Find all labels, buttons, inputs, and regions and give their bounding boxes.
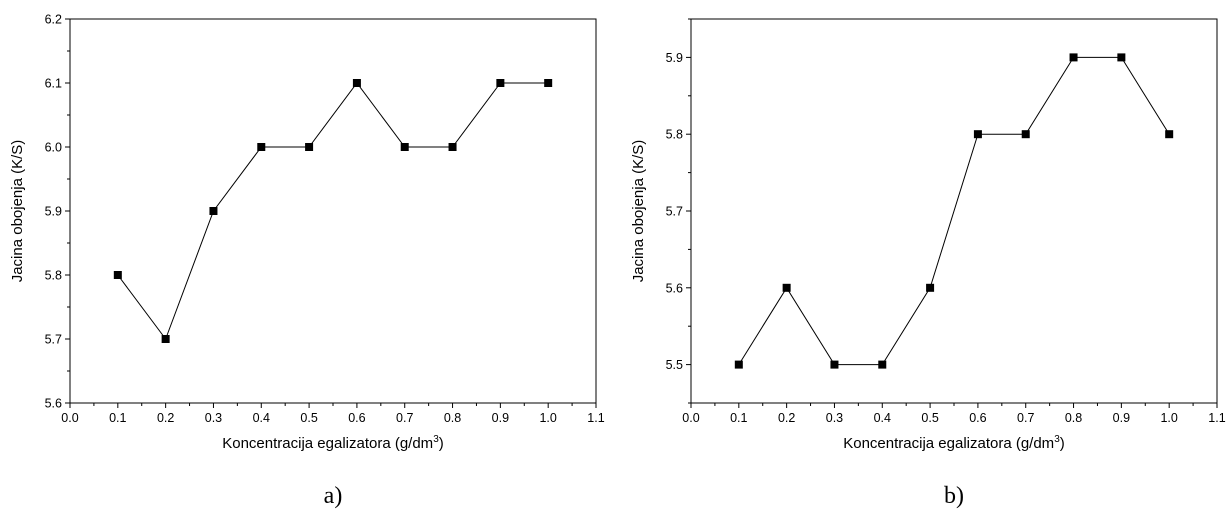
panel-caption: a) <box>324 483 343 509</box>
data-point <box>113 271 122 279</box>
data-point <box>209 207 218 215</box>
data-point <box>734 360 743 369</box>
data-point <box>544 79 553 87</box>
data-point <box>352 79 361 87</box>
data-point <box>1069 53 1078 62</box>
x-axis-label-close: ) <box>439 435 444 452</box>
x-tick-label: 0.4 <box>874 411 891 425</box>
x-tick-label: 1.0 <box>1160 411 1177 425</box>
data-point <box>926 283 935 292</box>
y-tick-label: 6.1 <box>45 77 62 91</box>
data-point <box>257 143 266 151</box>
x-tick-label: 0.8 <box>1065 411 1082 425</box>
x-tick-label: 0.6 <box>969 411 986 425</box>
x-axis-label-close: ) <box>1060 435 1065 452</box>
x-tick-label: 0.7 <box>1017 411 1034 425</box>
x-tick-label: 0.1 <box>730 411 747 425</box>
data-point <box>973 130 982 139</box>
chart-panel-b: 0.0 0.1 0.2 0.3 0.4 0.5 0.6 0.7 0.8 0.9 1.0 1.1 5.5 5… <box>630 18 1226 509</box>
y-axis-label: Jacina obojenja (K/S) <box>9 140 26 283</box>
data-point <box>305 143 314 151</box>
x-axis-label-text: Koncentracija egalizatora (g/dm <box>843 435 1054 452</box>
y-tick-label: 5.6 <box>666 281 683 295</box>
x-tick-label: 0.0 <box>682 411 699 425</box>
plot-frame <box>69 18 597 404</box>
y-tick-label: 5.9 <box>45 205 62 219</box>
series-line <box>738 56 1170 366</box>
x-tick-label: 0.9 <box>1113 411 1130 425</box>
data-point <box>496 79 505 87</box>
y-tick-label: 6.0 <box>45 141 62 155</box>
series-line <box>117 82 549 341</box>
x-tick-label: 0.7 <box>396 411 413 425</box>
x-tick-label: 1.0 <box>539 411 556 425</box>
x-tick-label: 0.9 <box>492 411 509 425</box>
x-tick-label: 0.4 <box>253 411 270 425</box>
x-axis-label-superscript: 3 <box>433 434 439 445</box>
y-tick-label: 5.5 <box>666 358 683 372</box>
data-point <box>161 335 170 343</box>
data-point <box>1117 53 1126 62</box>
y-tick-label: 6.2 <box>45 13 62 27</box>
y-axis-label: Jacina obojenja (K/S) <box>630 140 647 283</box>
data-point <box>782 283 791 292</box>
y-tick-label: 5.8 <box>45 269 62 283</box>
x-tick-label: 0.5 <box>300 411 317 425</box>
x-tick-label: 0.0 <box>61 411 78 425</box>
x-axis-label: Koncentracija egalizatora (g/dm3) <box>843 434 1065 452</box>
y-tick-label: 5.7 <box>45 333 62 347</box>
data-point <box>1165 130 1174 139</box>
x-tick-label: 0.2 <box>157 411 174 425</box>
x-tick-label: 1.1 <box>587 411 604 425</box>
data-point <box>830 360 839 369</box>
x-tick-label: 0.3 <box>826 411 843 425</box>
x-tick-label: 1.1 <box>1208 411 1225 425</box>
x-axis-label-superscript: 3 <box>1054 434 1060 445</box>
data-point <box>878 360 887 369</box>
y-tick-label: 5.7 <box>666 205 683 219</box>
x-tick-label: 0.3 <box>205 411 222 425</box>
x-tick-label: 0.6 <box>348 411 365 425</box>
x-tick-label: 0.2 <box>778 411 795 425</box>
y-tick-label: 5.6 <box>45 397 62 411</box>
chart-panel-a: 0.0 0.1 0.2 0.3 0.4 0.5 0.6 0.7 0.8 0.9 1.0 1.1 5.6 5… <box>9 13 605 510</box>
data-point <box>448 143 457 151</box>
x-axis-label-text: Koncentracija egalizatora (g/dm <box>222 435 433 452</box>
x-tick-label: 0.1 <box>109 411 126 425</box>
data-point <box>1021 130 1030 139</box>
x-tick-label: 0.8 <box>444 411 461 425</box>
panel-caption: b) <box>944 483 964 509</box>
y-tick-label: 5.9 <box>666 51 683 65</box>
x-axis-label: Koncentracija egalizatora (g/dm3) <box>222 434 444 452</box>
x-tick-label: 0.5 <box>921 411 938 425</box>
data-point <box>400 143 409 151</box>
y-tick-label: 5.8 <box>666 128 683 142</box>
